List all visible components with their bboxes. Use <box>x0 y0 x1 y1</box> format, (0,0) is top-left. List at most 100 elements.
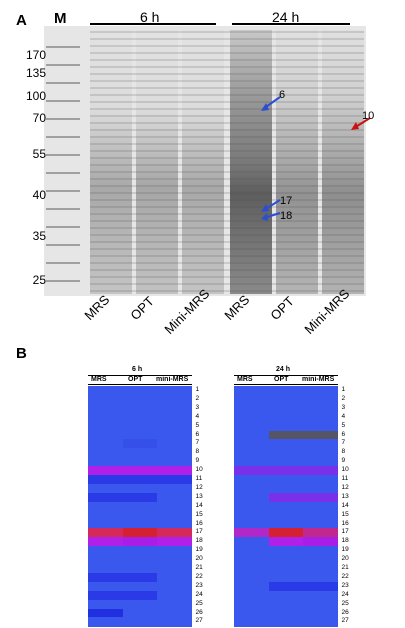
heatmap-cell <box>234 510 269 520</box>
heatmap-row-number: 7 <box>341 439 346 447</box>
heatmap-cell <box>303 439 338 449</box>
heatmap-row-number: 7 <box>195 439 200 447</box>
gel-lane-opt-24h <box>276 30 318 294</box>
band-label-6: 6 <box>279 89 286 101</box>
heatmap-cell <box>303 501 338 512</box>
heatmap-cell <box>88 439 123 449</box>
heatmap-cell <box>157 599 192 609</box>
heatmap-cell <box>157 386 192 396</box>
heatmap-cell <box>303 546 338 556</box>
heatmap-cell <box>268 608 304 618</box>
heatmap-cell <box>303 466 338 476</box>
arrowhead-band-6 <box>261 103 269 111</box>
heatmap-24h-col-opt: OPT <box>274 376 289 383</box>
heatmap-cell <box>268 394 304 405</box>
heatmap-cell <box>268 430 304 440</box>
heatmap-24h-rule <box>234 375 338 376</box>
timepoint-label-24h: 24 h <box>272 9 300 25</box>
heatmap-cell <box>268 537 304 547</box>
heatmap-cell <box>234 590 269 601</box>
heatmap-cell <box>303 617 338 627</box>
panel-a-label: A <box>16 12 27 29</box>
marker-lane-label: M <box>54 10 67 27</box>
heatmap-row-number: 10 <box>341 466 349 474</box>
heatmap-cell <box>88 386 123 396</box>
heatmap-cell <box>122 412 158 423</box>
heatmap-row-number: 22 <box>195 572 203 580</box>
heatmap-cell <box>122 501 158 512</box>
timepoint-label-6h: 6 h <box>140 9 160 25</box>
heatmap-6h-col-minimrs: mini-MRS <box>156 376 189 383</box>
heatmap-6h-header-rule <box>88 384 192 385</box>
heatmap-row-number: 17 <box>195 528 203 536</box>
heatmap-6h-col-opt: OPT <box>128 376 143 383</box>
heatmap-row-number: 12 <box>195 483 203 491</box>
heatmap-cell <box>268 564 304 574</box>
heatmap-cell <box>234 608 269 618</box>
marker-size-135: 135 <box>25 66 46 80</box>
heatmap-cell <box>234 412 269 423</box>
heatmap-row-number: 8 <box>341 448 346 456</box>
marker-size-170: 170 <box>25 48 46 62</box>
heatmap-cell <box>122 519 158 529</box>
panel-b-label: B <box>16 345 27 362</box>
heatmap-cell <box>88 599 123 609</box>
heatmap-cell <box>157 501 192 512</box>
heatmap-cell <box>157 510 192 520</box>
heatmap-cell <box>303 430 338 440</box>
heatmap-cell <box>88 528 123 538</box>
heatmap-cell <box>122 386 158 396</box>
heatmap-row-number: 18 <box>195 537 203 545</box>
heatmap-cell <box>88 412 123 423</box>
heatmap-cell <box>303 590 338 601</box>
marker-lane <box>46 30 80 294</box>
heatmap-cell <box>122 492 158 503</box>
heatmap-6h-title: 6 h <box>132 366 143 373</box>
heatmap-cell <box>88 483 123 494</box>
heatmap-row-number: 5 <box>341 421 346 429</box>
heatmap-cell <box>88 475 123 485</box>
heatmap-row-number: 16 <box>341 519 349 527</box>
heatmap-row-number: 1 <box>341 386 346 393</box>
heatmap-row-number: 25 <box>341 599 349 607</box>
heatmap-row-number: 20 <box>195 555 203 563</box>
heatmap-row-number: 22 <box>341 572 349 580</box>
heatmap-cell <box>268 457 304 467</box>
heatmap-cell <box>157 466 192 476</box>
heatmap-cell <box>268 492 304 503</box>
sds-page-gel <box>44 26 366 296</box>
heatmap-cell <box>303 608 338 618</box>
heatmap-cell <box>88 430 123 440</box>
heatmap-cell <box>268 412 304 423</box>
heatmap-cell <box>303 412 338 423</box>
heatmap-cell <box>157 572 192 583</box>
timepoint-bar-6h <box>90 23 216 25</box>
heatmap-cell <box>303 492 338 503</box>
timepoint-bar-24h <box>232 23 350 25</box>
heatmap-cell <box>157 492 192 503</box>
heatmap-row-number: 2 <box>195 394 200 402</box>
heatmap-cell <box>157 394 192 405</box>
heatmap-cell <box>303 572 338 583</box>
heatmap-cell <box>122 528 158 538</box>
heatmap-cell <box>268 581 304 592</box>
heatmap-cell <box>268 590 304 601</box>
gel-lane-minimrs-6h <box>182 30 224 294</box>
heatmap-cell <box>157 483 192 494</box>
arrowhead-band-18 <box>261 213 268 221</box>
heatmap-cell <box>88 448 123 458</box>
heatmap-cell <box>303 519 338 529</box>
heatmap-row-number: 23 <box>195 581 203 589</box>
heatmap-24h-title: 24 h <box>276 366 291 373</box>
heatmap-cell <box>88 608 123 618</box>
marker-size-35: 35 <box>32 229 46 243</box>
heatmap-cell <box>303 581 338 592</box>
heatmap-cell <box>122 457 158 467</box>
heatmap-cell <box>157 421 192 431</box>
heatmap-cell <box>157 617 192 627</box>
heatmap-cell <box>122 475 158 485</box>
heatmap-cell <box>268 483 304 494</box>
heatmap-row-number: 11 <box>195 475 203 482</box>
heatmap-cell <box>88 403 123 414</box>
